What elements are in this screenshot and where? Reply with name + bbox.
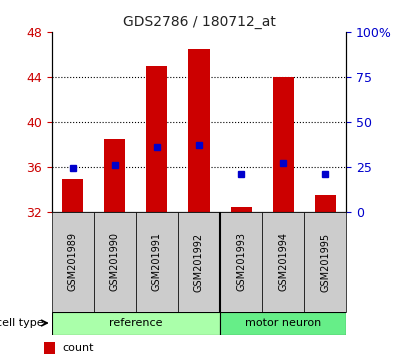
Text: reference: reference (109, 318, 163, 328)
Bar (146, 66, 168, 212)
Bar (315, 195, 336, 212)
Bar (262, 212, 304, 312)
Bar (44, 342, 55, 354)
Bar (178, 212, 220, 312)
Bar (189, 49, 209, 212)
Text: GSM201994: GSM201994 (278, 233, 288, 291)
Text: GSM201993: GSM201993 (236, 233, 246, 291)
Bar (94, 212, 136, 312)
Text: cell type: cell type (0, 318, 44, 328)
Text: motor neuron: motor neuron (245, 318, 321, 328)
Bar (220, 312, 346, 335)
Text: GSM201992: GSM201992 (194, 232, 204, 292)
Bar (273, 77, 294, 212)
Text: GSM201989: GSM201989 (68, 233, 78, 291)
Bar (52, 212, 94, 312)
Text: count: count (62, 343, 94, 353)
Text: GSM201991: GSM201991 (152, 233, 162, 291)
Bar (104, 139, 125, 212)
Bar (304, 212, 346, 312)
Title: GDS2786 / 180712_at: GDS2786 / 180712_at (123, 16, 275, 29)
Text: GSM201995: GSM201995 (320, 232, 330, 292)
Bar (220, 212, 262, 312)
Text: GSM201990: GSM201990 (110, 233, 120, 291)
Bar (52, 312, 220, 335)
Bar (230, 207, 252, 212)
Bar (136, 212, 178, 312)
Bar (62, 178, 83, 212)
